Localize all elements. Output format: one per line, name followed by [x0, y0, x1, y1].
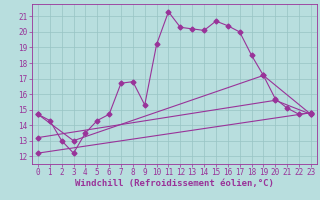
X-axis label: Windchill (Refroidissement éolien,°C): Windchill (Refroidissement éolien,°C) — [75, 179, 274, 188]
